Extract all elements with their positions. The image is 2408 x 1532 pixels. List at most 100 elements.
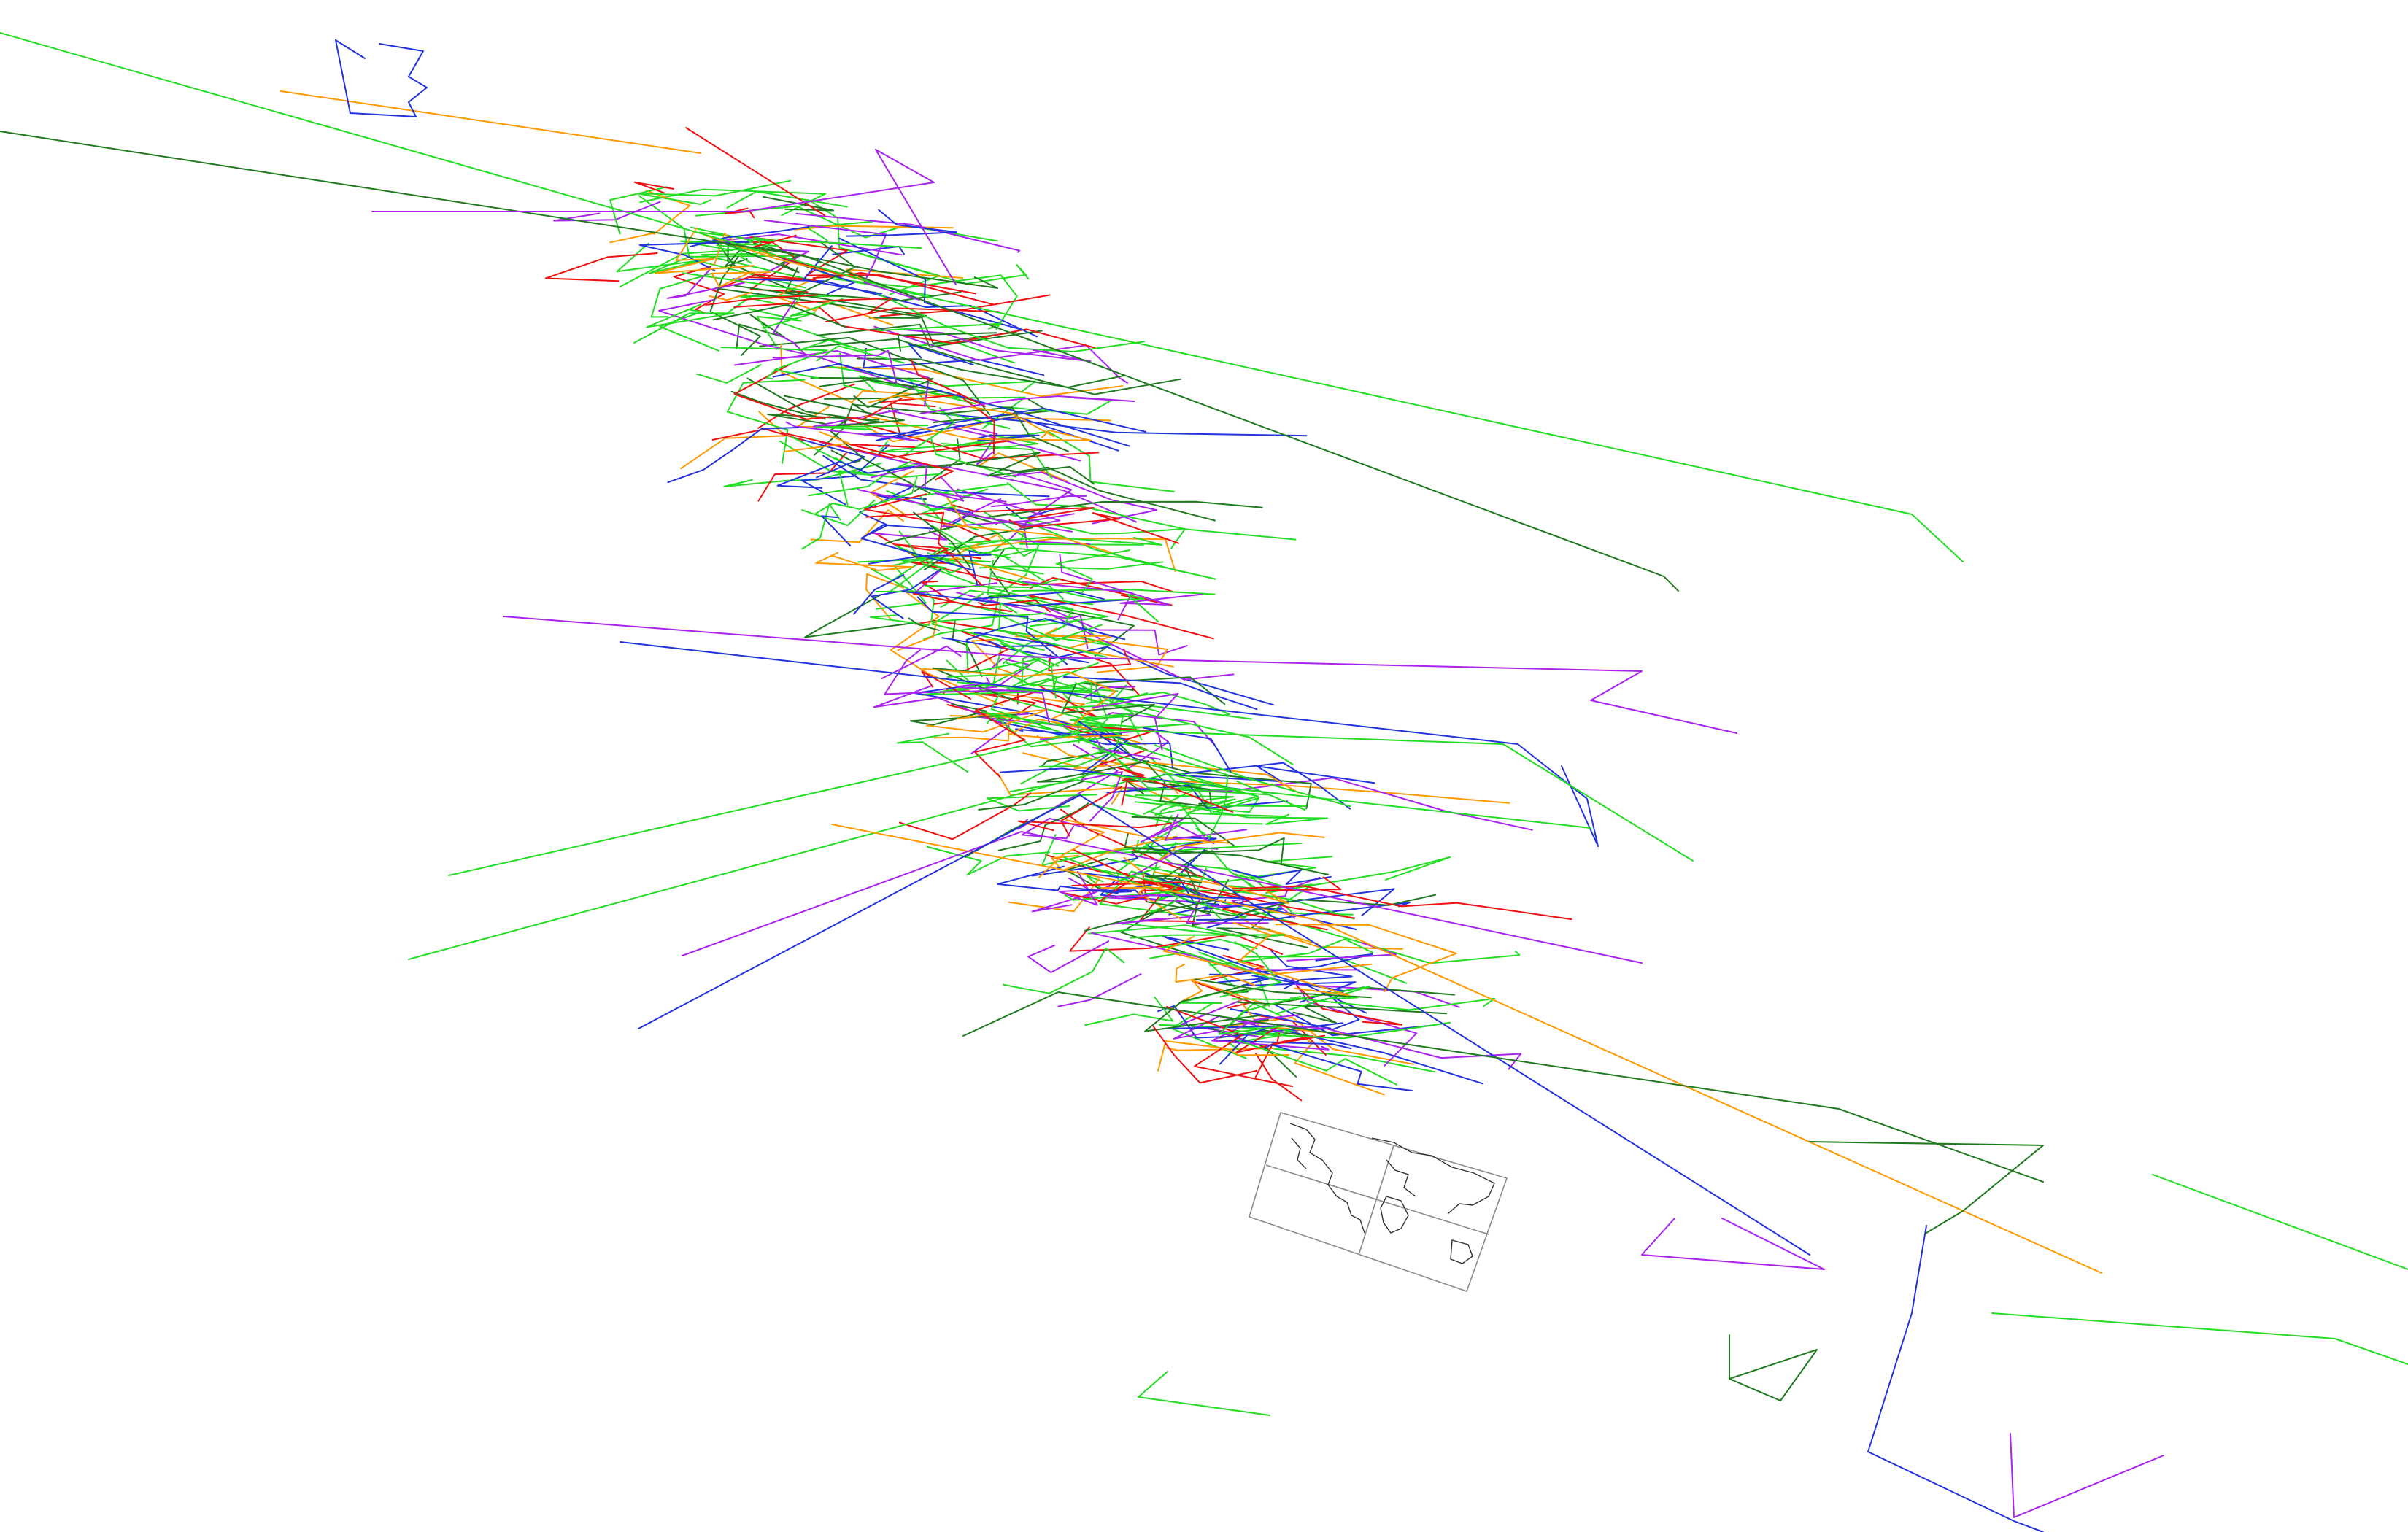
track-line: [280, 90, 701, 154]
track-line: [991, 495, 1087, 508]
track-line: [1057, 973, 1142, 1007]
track-line: [1092, 746, 1161, 760]
track-line: [1011, 589, 1216, 595]
track-line: [1045, 627, 1168, 673]
track-line: [941, 498, 1075, 527]
track-line: [927, 846, 1051, 876]
track-line: [726, 190, 848, 209]
track-line: [871, 568, 1073, 622]
track-line: [838, 237, 1024, 331]
track-line: [998, 602, 1108, 658]
track-line: [884, 525, 957, 545]
track-line: [655, 227, 755, 274]
track-line: [965, 463, 1216, 522]
track-line: [408, 773, 1591, 960]
track-line: [726, 379, 806, 464]
track-line: [1069, 926, 1284, 955]
track-line: [1164, 813, 1248, 841]
track-line: [544, 252, 658, 282]
track-line: [1058, 870, 1121, 906]
track-line: [819, 441, 1137, 523]
track-line: [1991, 1312, 2408, 1365]
track-line: [0, 32, 1964, 562]
track-line: [965, 618, 1126, 641]
track-line: [1154, 871, 1289, 905]
track-line: [620, 641, 1599, 847]
track-line: [1218, 1029, 1309, 1039]
track-line: [633, 181, 674, 194]
track-line: [870, 614, 930, 626]
track-line: [1157, 832, 1325, 863]
track-line: [921, 580, 953, 605]
track-line: [1154, 802, 1205, 837]
track-line: [949, 557, 1038, 582]
track-line: [1140, 818, 1215, 845]
track-line: [865, 511, 983, 586]
track-line: [925, 578, 1061, 589]
track-line: [849, 444, 954, 481]
track-line: [1729, 1334, 1818, 1401]
track-line: [962, 631, 1009, 671]
track-line: [1109, 684, 1149, 705]
track-line: [1238, 1021, 1522, 1070]
track-line: [908, 617, 940, 631]
track-line: [897, 620, 938, 651]
track-line: [1061, 684, 1155, 723]
track-line: [1041, 827, 1216, 867]
track-line: [941, 637, 1089, 664]
track-line: [1162, 935, 1373, 976]
track-line: [1275, 924, 1457, 993]
track-line: [448, 729, 1694, 876]
track-line: [1286, 942, 1397, 962]
track-line: [1098, 749, 1246, 794]
track-line: [1071, 881, 1356, 919]
track-line: [997, 865, 1119, 894]
track-line: [1060, 786, 1122, 837]
track-line: [952, 620, 983, 678]
track-line: [784, 395, 905, 427]
track-line: [779, 440, 943, 479]
track-line: [925, 708, 1049, 733]
track-line: [814, 403, 871, 456]
track-line: [930, 452, 1095, 485]
track-line: [1108, 856, 1333, 883]
track-line: [910, 358, 986, 407]
track-line: [1144, 865, 1203, 897]
track-line: [659, 309, 719, 352]
track-line: [913, 511, 971, 568]
track-line: [1264, 1043, 1413, 1091]
inset-graticule-meridian: [1358, 1145, 1394, 1256]
track-line: [955, 677, 1051, 726]
track-line: [1008, 718, 1130, 739]
track-line: [890, 589, 1004, 706]
track-line: [997, 802, 1089, 851]
track-line: [772, 349, 898, 383]
track-line: [790, 436, 854, 469]
track-line: [1182, 979, 1270, 1007]
track-line: [1027, 940, 1110, 973]
track-line: [974, 691, 1037, 778]
track-line: [814, 476, 918, 515]
track-line: [784, 431, 850, 452]
track-line: [1031, 684, 1097, 717]
track-line: [1003, 947, 1125, 994]
track-line: [757, 246, 998, 289]
track-line: [1006, 513, 1297, 541]
track-line: [1252, 924, 1403, 950]
track-line: [760, 249, 809, 276]
inset-coastline-eurasia: [1371, 1137, 1495, 1215]
track-line: [1055, 549, 1130, 594]
track-line: [667, 426, 800, 484]
track-line: [937, 412, 1308, 437]
track-line: [816, 425, 929, 430]
track-line: [1217, 977, 1357, 1003]
track-line: [957, 681, 1294, 765]
track-line: [868, 395, 1055, 438]
track-line: [1116, 767, 1234, 813]
track-line: [733, 297, 893, 315]
track-line: [1275, 997, 1359, 1015]
track-line: [1867, 1225, 2044, 1532]
track-line: [1809, 1141, 2044, 1234]
track-line: [1154, 798, 1287, 818]
track-line: [854, 403, 1069, 452]
